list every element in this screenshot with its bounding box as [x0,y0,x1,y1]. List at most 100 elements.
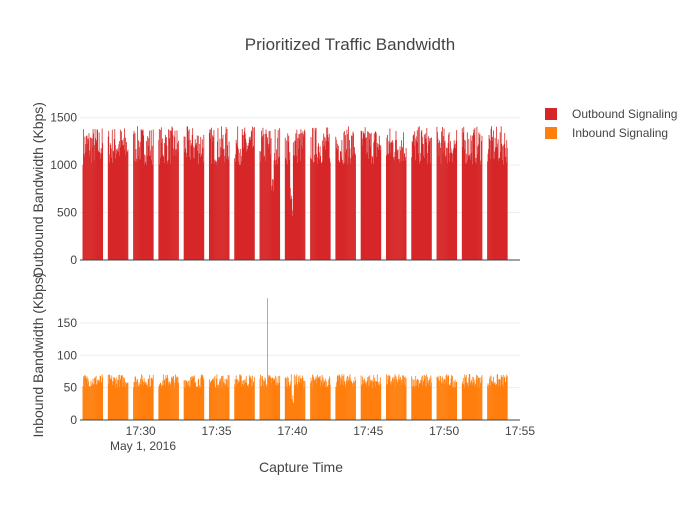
inbound-bar [451,387,453,420]
outbound-bar [91,162,92,260]
outbound-bar [101,153,103,260]
inbound-bar [398,376,399,420]
inbound-bar [94,377,96,420]
inbound-bar [277,385,279,420]
inbound-bar [375,381,377,420]
inbound-bar [447,376,448,420]
outbound-bar [375,133,377,260]
inbound-bar [497,386,499,420]
outbound-bar [135,149,137,260]
outbound-bar [337,149,339,260]
outbound-bar [176,149,177,260]
inbound-bar [488,384,490,420]
outbound-bar [427,136,429,260]
outbound-bar [264,133,266,260]
outbound-bar [114,129,116,260]
inbound-bar [264,377,266,420]
outbound-bar [269,143,270,260]
inbound-bar [248,375,250,420]
inbound-bar [145,383,147,420]
inbound-bar [268,378,269,420]
inbound-bar [376,374,378,420]
outbound-bar [242,135,244,260]
inbound-bar [304,386,305,420]
inbound-bar [288,385,290,420]
inbound-bar [107,374,109,420]
inbound-bar [248,386,250,420]
inbound-bar [161,387,163,420]
inbound-bar [403,375,404,420]
outbound-bar [120,131,122,260]
inbound-bar [402,378,404,420]
outbound-bar [184,151,185,260]
legend-label-inbound[interactable]: Inbound Signaling [572,126,668,140]
inbound-bar [94,377,95,420]
inbound-bar [175,378,177,420]
outbound-bar [313,162,314,260]
outbound-bar [316,157,318,260]
inbound-bar [492,381,493,420]
outbound-bar [468,156,470,260]
outbound-bar [492,136,493,260]
outbound-bar [336,148,338,260]
inbound-bar [418,380,420,420]
inbound-bar [371,379,373,420]
inbound-bar [427,382,429,420]
outbound-bar [337,145,339,260]
inbound-bar [496,383,498,420]
inbound-bar [222,375,224,420]
inbound-bar [325,386,327,420]
inbound-bar [119,374,121,420]
outbound-bar [437,132,438,260]
inbound-bar [377,381,379,420]
outbound-bar [285,160,287,260]
outbound-bar [214,159,216,260]
inbound-bar [117,387,119,420]
inbound-bar [423,380,425,420]
inbound-bar [378,384,380,420]
inbound-bar [353,380,354,420]
legend-swatch-outbound[interactable] [545,108,557,120]
inbound-bar [152,374,154,420]
inbound-bar [423,375,425,420]
inbound-bar [213,380,214,420]
outbound-bar [96,129,98,260]
outbound-bar [348,156,350,260]
inbound-bar [261,385,262,420]
inbound-bar [318,376,320,420]
outbound-bar [112,150,114,260]
outbound-bar [448,134,449,260]
outbound-bar [312,127,314,260]
outbound-bar [148,155,150,260]
inbound-bar [439,385,440,420]
outbound-bar [429,138,431,260]
inbound-bar [168,382,170,420]
outbound-bar [245,142,247,260]
outbound-bar [91,138,93,260]
inbound-bar [167,378,169,420]
inbound-bar [494,382,496,420]
legend-swatch-inbound[interactable] [545,127,557,139]
inbound-bar [443,378,445,420]
inbound-bar [89,386,91,420]
outbound-bar [295,155,297,260]
inbound-bar [99,375,101,420]
inbound-bar [405,386,406,420]
outbound-bar [220,147,222,260]
inbound-bar [295,382,297,420]
inbound-bar [101,382,103,420]
inbound-bar [300,379,301,420]
inbound-bar [481,375,483,420]
inbound-bar [442,380,444,420]
outbound-bar [188,129,190,260]
inbound-bar [249,377,251,420]
inbound-bar [456,381,458,420]
inbound-bar [269,375,270,420]
inbound-bar [342,385,344,420]
legend-label-outbound[interactable]: Outbound Signaling [572,107,677,121]
outbound-bar [260,151,262,260]
outbound-bar [316,154,317,260]
inbound-bar [455,382,457,420]
outbound-bar [292,210,294,260]
inbound-bar [505,383,507,420]
